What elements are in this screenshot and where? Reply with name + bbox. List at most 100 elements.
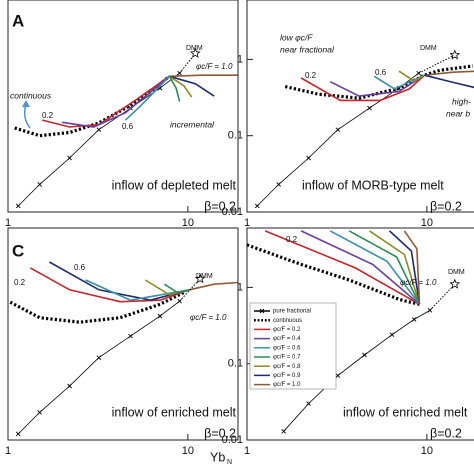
x-marker [411,317,417,322]
plot-frame [7,227,239,441]
x-tick-label: 10 [182,445,194,457]
y-tick-label: 0.01 [222,206,243,218]
melt-curve [300,74,426,102]
x-marker [67,155,72,161]
melt-curve [168,75,193,98]
annotation: 0.6 [74,263,86,272]
x-tick-label: 10 [182,217,194,229]
x-marker [276,182,281,187]
annotation: DMM [448,269,465,276]
plot-area [247,230,433,434]
dmm-connector [429,283,456,311]
legend-label: φc/F = 0.7 [273,355,301,361]
melt-curve [424,74,474,89]
x-marker [15,203,21,209]
x-marker [37,182,42,187]
x-tick-label: 10 [421,445,433,457]
x-marker [427,308,433,313]
annotation: DMM [186,45,203,52]
annotation: C [12,241,24,260]
melt-curve [329,230,421,305]
melt-curve [300,230,421,305]
arrow [23,103,31,129]
annotation: continuous [10,90,52,100]
x-marker [157,313,163,319]
x-axis-label: Yb [210,450,225,464]
x-marker [367,105,372,111]
plot-area [14,70,238,209]
annotation: incremental [170,119,215,129]
annotation: 0.2 [305,71,317,80]
y-tick-label: 0.1 [228,358,243,370]
x-marker [335,373,341,378]
melt-curve [329,74,425,97]
x-marker [254,203,260,209]
dmm-star [449,49,461,60]
annotation: inflow of depleted melt [112,178,237,192]
dotted-curve [247,243,420,306]
x-marker [96,127,102,132]
x-marker [362,352,367,358]
legend-label: pure fractional [273,309,311,315]
dotted-curve [9,290,186,324]
x-marker [389,332,395,337]
melt-curve [163,283,190,294]
melt-curve [388,230,421,305]
dmm-star [194,273,206,284]
melt-curve [42,75,170,128]
dmm-star [449,278,461,289]
x-marker [128,333,133,339]
arrow-head [22,100,30,107]
plot-frame [246,0,474,213]
annotation: 0.2 [286,235,298,244]
y-tick-label: 1 [237,281,243,293]
melt-curve [61,75,170,128]
dmm-connector [418,54,456,74]
x-marker [96,355,102,360]
plot-frame [246,227,474,441]
x-tick-label: 1 [5,445,11,457]
annotation: inflow of MORB-type melt [302,178,444,192]
x-marker [37,410,42,415]
x-tick-label: 10 [421,217,433,229]
legend-label: φc/F = 0.8 [273,364,301,370]
legend-label: φc/F = 0.9 [273,373,301,379]
annotation: DMM [196,273,213,280]
annotation: φc/F = 1.0 [196,62,233,71]
x-axis-label-sub: N [227,459,232,466]
legend-marker [259,308,265,314]
dmm-connector [179,278,201,302]
annotation: inflow of enriched melt [112,405,237,419]
legend-label: φc/F = 0.2 [273,327,301,333]
annotation: 0.6 [122,122,134,131]
melt-curve [369,230,421,305]
annotation: φc/F = 1.0 [400,278,437,287]
annotation: 0.6 [375,68,387,77]
x-tick-label: 1 [5,217,11,229]
annotation: φc/F = 1.0 [190,313,227,322]
annotation: near fractional [280,44,335,54]
x-tick-label: 1 [244,217,250,229]
melt-curve [403,230,421,305]
melt-curve [168,75,181,102]
legend-label: φc/F = 0.4 [273,336,301,342]
y-tick-label: 0.1 [228,130,243,142]
annotation: 0.2 [42,111,54,120]
melt-curve [398,70,425,83]
legend-label: φc/F = 1.0 [273,382,301,388]
annotation: β=0.2 [430,426,462,440]
annotation: A [12,11,24,30]
x-marker [306,155,311,161]
x-marker [281,428,287,434]
melt-curve [264,230,420,305]
melt-curve [373,74,425,90]
melt-curve [169,74,238,78]
plot-frame [7,0,239,213]
annotation: β=0.2 [204,426,236,440]
x-marker [67,383,72,389]
annotation: β=0.2 [430,199,462,213]
dmm-star [190,47,201,58]
melt-curve [348,230,421,305]
melt-curve [169,75,215,97]
